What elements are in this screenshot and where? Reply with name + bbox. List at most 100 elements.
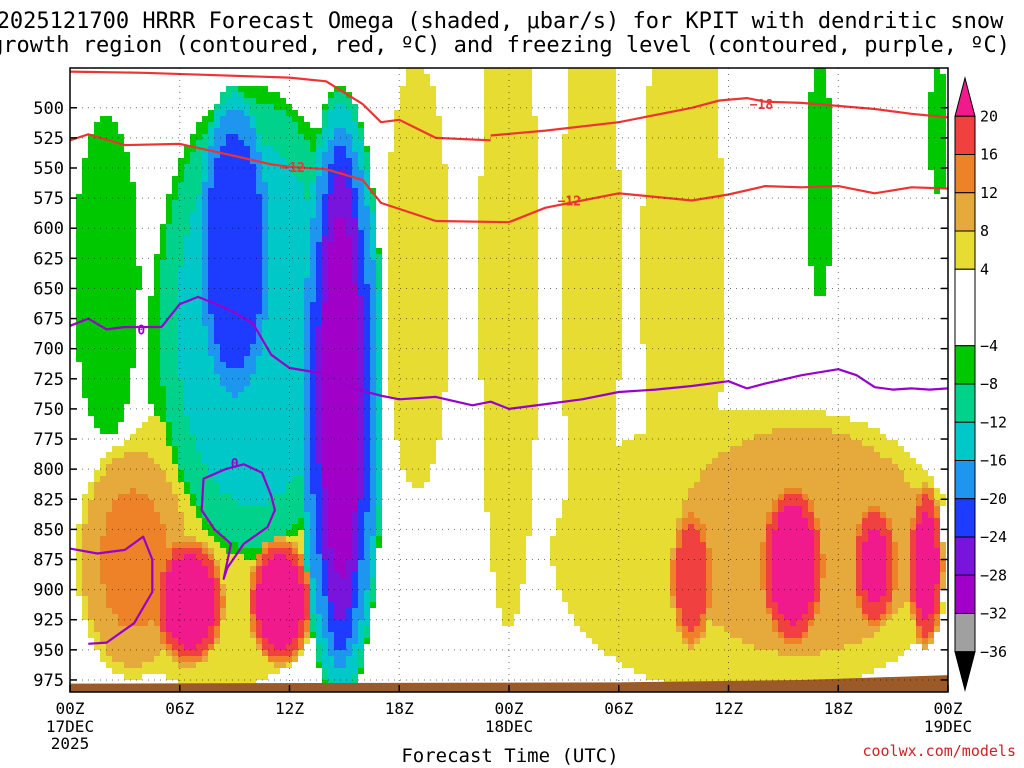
omega-shade-cell xyxy=(166,620,214,626)
omega-shade-cell xyxy=(562,146,616,152)
omega-shade-cell xyxy=(286,536,304,542)
omega-shade-cell xyxy=(892,458,916,464)
omega-shade-cell xyxy=(880,596,892,602)
omega-shade-cell xyxy=(100,632,160,638)
omega-shade-cell xyxy=(364,248,370,254)
omega-shade-cell xyxy=(646,104,718,110)
omega-shade-cell xyxy=(208,278,262,284)
omega-shade-cell xyxy=(388,266,448,272)
omega-shade-cell xyxy=(358,590,364,596)
omega-shade-cell xyxy=(646,368,724,374)
omega-shade-cell xyxy=(262,560,268,566)
omega-shade-cell xyxy=(772,578,814,584)
omega-shade-cell xyxy=(562,242,622,248)
omega-shade-cell xyxy=(250,152,262,158)
omega-shade-cell xyxy=(346,662,358,668)
omega-shade-cell xyxy=(484,146,538,152)
omega-shade-cell xyxy=(388,152,442,158)
omega-shade-cell xyxy=(706,566,712,572)
omega-shade-cell xyxy=(208,566,214,572)
omega-shade-cell xyxy=(358,314,364,320)
omega-shade-cell xyxy=(670,572,676,578)
omega-shade-cell xyxy=(358,284,370,290)
omega-shade-cell xyxy=(670,602,676,608)
omega-shade-cell xyxy=(898,608,910,614)
omega-shade-cell xyxy=(304,422,310,428)
omega-shade-cell xyxy=(562,590,670,596)
omega-shade-cell xyxy=(388,254,448,260)
omega-shade-cell xyxy=(208,344,220,350)
omega-shade-cell xyxy=(814,554,820,560)
omega-shade-cell xyxy=(370,584,376,590)
omega-shade-cell xyxy=(310,584,316,590)
omega-shade-cell xyxy=(178,650,202,656)
omega-shade-cell xyxy=(310,608,316,614)
omega-shade-cell xyxy=(358,512,364,518)
omega-shade-cell xyxy=(388,260,448,266)
omega-shade-cell xyxy=(184,398,304,404)
omega-shade-cell xyxy=(346,182,352,188)
omega-shade-cell xyxy=(388,272,448,278)
omega-shade-cell xyxy=(778,518,808,524)
omega-shade-cell xyxy=(814,86,826,92)
omega-shade-cell xyxy=(580,626,676,632)
omega-shade-cell xyxy=(358,206,370,212)
omega-shade-cell xyxy=(310,602,316,608)
omega-shade-cell xyxy=(178,332,208,338)
omega-shade-cell xyxy=(262,638,268,644)
omega-shade-cell xyxy=(316,146,328,152)
omega-shade-cell xyxy=(862,554,886,560)
omega-shade-cell xyxy=(910,614,916,620)
omega-shade-cell xyxy=(82,614,88,620)
omega-shade-cell xyxy=(82,572,100,578)
omega-shade-cell xyxy=(322,524,328,530)
omega-shade-cell xyxy=(484,170,538,176)
omega-shade-cell xyxy=(316,644,322,650)
omega-shade-cell xyxy=(268,248,310,254)
omega-shade-cell xyxy=(322,470,358,476)
omega-shade-cell xyxy=(766,542,772,548)
omega-shade-cell xyxy=(676,626,682,632)
omega-shade-cell xyxy=(808,494,916,500)
omega-shade-cell xyxy=(208,284,262,290)
colorbar-label: −24 xyxy=(980,528,1007,546)
omega-shade-cell xyxy=(376,278,382,284)
omega-shade-cell xyxy=(886,560,892,566)
omega-shade-cell xyxy=(574,620,676,626)
omega-shade-cell xyxy=(814,266,826,272)
omega-shade-cell xyxy=(394,428,442,434)
omega-shade-cell xyxy=(322,218,328,224)
omega-shade-cell xyxy=(814,602,820,608)
omega-shade-cell xyxy=(322,254,328,260)
omega-shade-cell xyxy=(76,584,82,590)
omega-shade-cell xyxy=(898,464,922,470)
omega-shade-cell xyxy=(712,590,766,596)
omega-shade-cell xyxy=(82,362,136,368)
omega-shade-cell xyxy=(646,158,724,164)
omega-shade-cell xyxy=(190,212,202,218)
omega-shade-cell xyxy=(934,542,940,548)
omega-shade-cell xyxy=(892,614,910,620)
omega-shade-cell xyxy=(808,224,832,230)
omega-shade-cell xyxy=(376,542,382,548)
omega-shade-cell xyxy=(562,266,622,272)
omega-shade-cell xyxy=(166,440,172,446)
omega-shade-cell xyxy=(160,620,166,626)
omega-shade-cell xyxy=(268,212,316,218)
omega-shade-cell xyxy=(388,242,448,248)
omega-shade-cell xyxy=(880,620,886,626)
omega-shade-cell xyxy=(712,584,760,590)
freezing-level-contour-loop xyxy=(200,463,276,580)
omega-shade-cell xyxy=(208,326,214,332)
omega-shade-cell xyxy=(376,290,382,296)
omega-shade-cell xyxy=(790,620,796,626)
chart-title-line2: growth region (contoured, red, ºC) and f… xyxy=(0,33,1010,58)
omega-shade-cell xyxy=(100,638,160,644)
omega-shade-cell xyxy=(250,608,256,614)
omega-shade-cell xyxy=(100,464,106,470)
omega-shade-cell xyxy=(304,482,310,488)
omega-shade-cell xyxy=(676,554,706,560)
omega-shade-cell xyxy=(262,176,298,182)
omega-shade-cell xyxy=(256,620,262,626)
omega-shade-cell xyxy=(154,266,160,272)
